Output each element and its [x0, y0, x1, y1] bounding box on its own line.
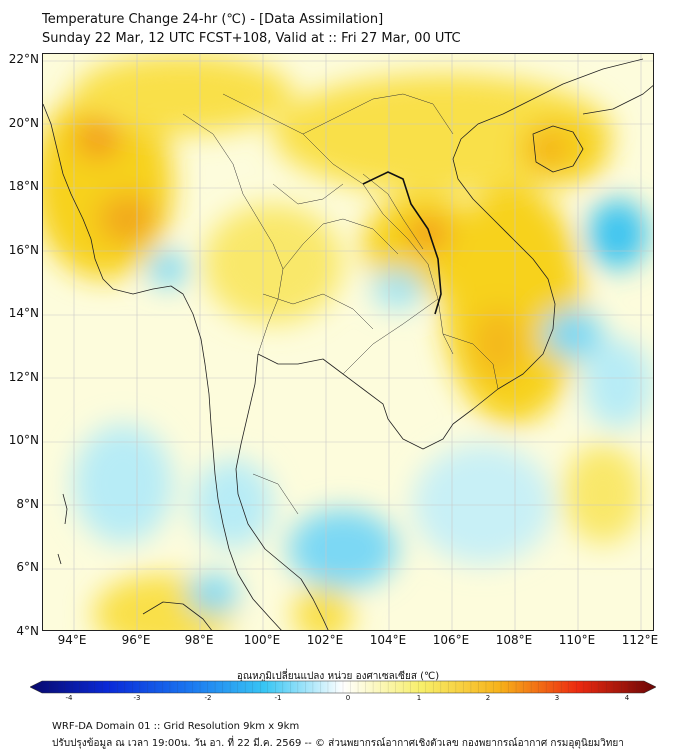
cool-region-2: [543, 309, 603, 359]
hot-core-3: [408, 219, 448, 249]
warm-region-thailand: [203, 204, 343, 324]
cool-region-10: [188, 574, 238, 614]
colorbar-tick-marks: [49, 681, 637, 693]
lat-label-8n: 8°N: [16, 497, 39, 511]
hot-core-5: [528, 129, 568, 169]
coast-malay-west: [217, 498, 282, 630]
colorbar-tick-1: 1: [416, 694, 422, 702]
lon-label-110e: 110°E: [558, 633, 596, 647]
temperature-change-map: [42, 53, 654, 631]
coastlines: [43, 58, 653, 630]
lat-label-20n: 20°N: [8, 116, 39, 130]
warm-region-north: [73, 54, 293, 134]
map-title: Temperature Change 24-hr (℃) - [Data Ass…: [42, 12, 384, 27]
hot-core-4: [473, 309, 523, 379]
lat-label-4n: 4°N: [16, 624, 39, 638]
cool-region-8: [413, 444, 553, 564]
coast-vietnam: [452, 58, 644, 425]
cool-region-6: [73, 424, 173, 544]
cool-region-3: [148, 251, 188, 287]
border-myanmar-thailand: [182, 113, 284, 355]
coast-sumatra: [142, 601, 212, 630]
lon-label-94e: 94°E: [57, 633, 87, 647]
hot-core-1: [76, 119, 120, 159]
border-laos-1: [362, 173, 424, 250]
lon-label-106e: 106°E: [432, 633, 470, 647]
colorbar-tick-0: 0: [345, 694, 351, 702]
warm-region-south2: [293, 584, 353, 630]
colorbar-tick-3: 3: [554, 694, 560, 702]
lat-label-14n: 14°N: [8, 306, 39, 320]
cool-region-7: [193, 459, 273, 549]
lat-label-16n: 16°N: [8, 243, 39, 257]
coast-hainan: [532, 125, 584, 173]
admin-borders: [182, 93, 499, 515]
colorbar-title: อุณหภูมิเปลี่ยนแปลง หน่วย องศาเซลเซียส (…: [236, 671, 440, 682]
map-subtitle: Sunday 22 Mar, 12 UTC FCST+108, Valid at…: [42, 31, 461, 46]
border-china: [302, 93, 454, 135]
temperature-field: [43, 54, 653, 630]
lon-label-102e: 102°E: [306, 633, 344, 647]
lon-label-98e: 98°E: [184, 633, 214, 647]
footer-model-info: WRF-DA Domain 01 :: Grid Resolution 9km …: [52, 721, 300, 732]
colorbar-tick-minus2: -2: [204, 694, 212, 702]
border-laos-highlight: [362, 171, 442, 315]
coast-china: [582, 85, 653, 115]
coast-nicobar: [57, 553, 62, 565]
warm-region-east: [563, 444, 643, 544]
colorbar-tick-minus4: -4: [65, 694, 73, 702]
lat-label-12n: 12°N: [8, 370, 39, 384]
border-cambodia-thailand: [342, 298, 439, 375]
colorbar-gradient: [30, 680, 656, 694]
colorbar-tick-2: 2: [485, 694, 491, 702]
lat-label-18n: 18°N: [8, 179, 39, 193]
cool-region-5: [288, 509, 398, 589]
lat-label-22n: 22°N: [8, 52, 39, 66]
coast-gulf-west: [235, 353, 329, 630]
lon-label-108e: 108°E: [495, 633, 533, 647]
border-province-3: [272, 183, 344, 205]
lon-label-112e: 112°E: [621, 633, 659, 647]
footer-credit: ปรับปรุงข้อมูล ณ เวลา 19:00น. วัน อา. ที…: [52, 738, 624, 749]
colorbar-tick-minus1: -1: [274, 694, 282, 702]
coast-gulf-east: [257, 353, 454, 450]
lat-label-10n: 10°N: [8, 433, 39, 447]
cool-region-1: [588, 199, 648, 269]
border-mekong: [222, 93, 454, 355]
lon-label-100e: 100°E: [243, 633, 281, 647]
colorbar-tick-minus3: -3: [133, 694, 141, 702]
cool-region-9: [583, 339, 653, 429]
colorbar-tick-4: 4: [624, 694, 630, 702]
coast-andaman: [62, 493, 68, 525]
map-canvas: [43, 54, 653, 630]
colorbar: [30, 680, 656, 694]
lat-label-6n: 6°N: [16, 560, 39, 574]
lon-label-96e: 96°E: [121, 633, 151, 647]
border-malaysia: [252, 473, 299, 515]
border-cambodia-vietnam: [442, 333, 499, 390]
lon-label-104e: 104°E: [369, 633, 407, 647]
border-province-2: [262, 293, 374, 330]
border-province-1: [282, 218, 399, 270]
coast-myanmar: [43, 103, 219, 500]
cool-region-4: [373, 269, 423, 309]
hot-core-2: [98, 194, 158, 244]
